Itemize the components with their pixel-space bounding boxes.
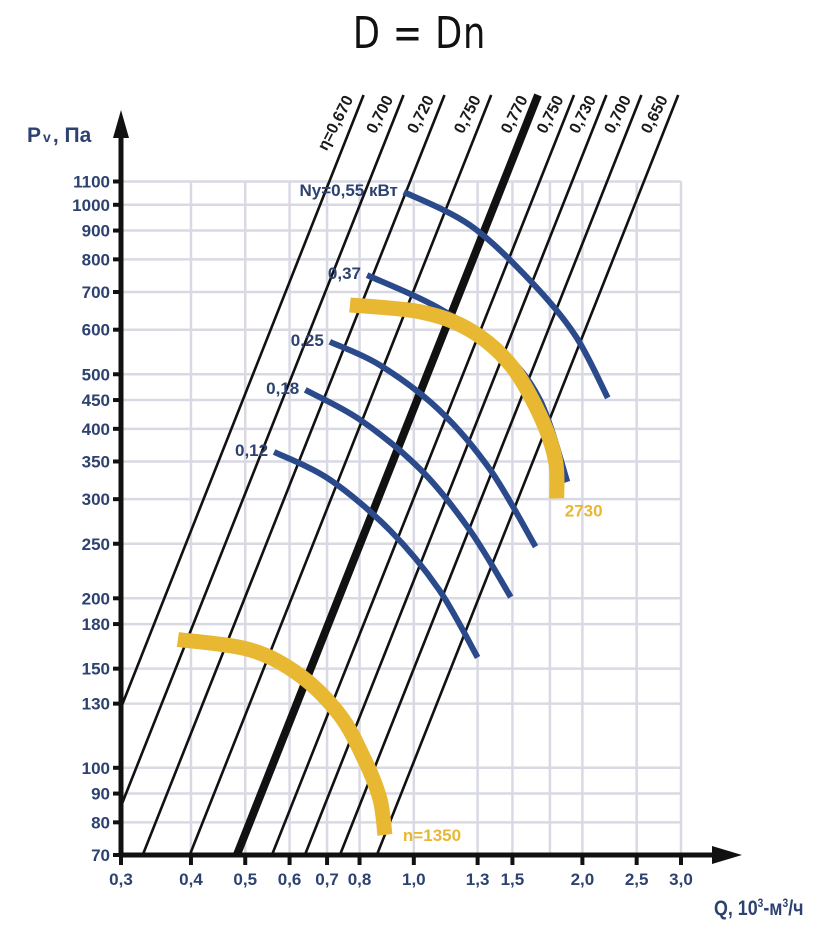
efficiency-label-7: 0,700 (602, 93, 635, 136)
x-tick-label: 0,6 (278, 870, 302, 889)
x-label-sup: 3 (757, 896, 764, 910)
efficiency-line-3 (188, 94, 493, 855)
power-curve-label-3: 0,18 (266, 379, 299, 398)
efficiency-label-3: 0,750 (451, 93, 484, 136)
x-tick-label: 3,0 (669, 870, 693, 889)
speed-curve-0 (349, 297, 565, 499)
power-curve-label-4: 0,12 (235, 441, 268, 460)
y-tick-label: 600 (82, 321, 110, 340)
power-curve-label-0: Ny=0,55 кВт (300, 181, 398, 200)
x-tick-label: 1,0 (402, 870, 426, 889)
power-curve-2 (328, 339, 539, 549)
x-tick-label: 0,8 (348, 870, 372, 889)
y-tick-label: 400 (82, 420, 110, 439)
y-tick-label: 180 (82, 615, 110, 634)
y-tick-label: 150 (82, 660, 110, 679)
y-tick-label: 100 (82, 759, 110, 778)
efficiency-label-8: 0,650 (638, 93, 671, 136)
y-tick-label: 700 (82, 283, 110, 302)
efficiency-line-0 (121, 94, 365, 712)
y-tick-label: 70 (91, 846, 110, 865)
efficiency-line-2 (141, 94, 446, 855)
power-curve-label-2: 0,25 (291, 331, 324, 350)
power-curve-0 (402, 189, 611, 400)
chart-title: D = Dn (352, 8, 487, 59)
efficiency-lines (121, 93, 680, 855)
y-tick-label: 250 (82, 535, 110, 554)
x-tick-label: 0,3 (109, 870, 133, 889)
y-tick-label: 200 (82, 589, 110, 608)
x-label-rest: -м (763, 897, 783, 920)
efficiency-line-1 (121, 94, 405, 810)
x-tick-label: 0,7 (315, 870, 339, 889)
y-label-p: P (27, 124, 42, 147)
speed-curve-1 (176, 632, 393, 836)
speed-curve-label-0: 2730 (565, 501, 603, 520)
y-tick-label: 450 (82, 391, 110, 410)
y-tick-label: 90 (91, 785, 110, 804)
y-tick-label: 500 (82, 365, 110, 384)
efficiency-line-4 (233, 93, 542, 855)
y-label-unit: , Па (52, 124, 92, 147)
y-tick-label: 350 (82, 452, 110, 471)
x-label-sup2: 3 (782, 896, 789, 910)
y-tick-label: 900 (82, 222, 110, 241)
x-axis-arrow (712, 846, 742, 864)
y-label-sub: v (43, 129, 51, 145)
y-tick-label: 800 (82, 250, 110, 269)
y-tick-label: 130 (82, 695, 110, 714)
x-tick-label: 1,3 (466, 870, 490, 889)
x-tick-label: 0,5 (233, 870, 257, 889)
efficiency-label-0: η=0,670 (315, 93, 357, 153)
power-curve-label-1: 0,37 (328, 264, 361, 283)
x-tick-label: 1,5 (501, 870, 525, 889)
power-curve-4 (272, 449, 481, 659)
x-tick-label: 2,0 (571, 870, 595, 889)
power-curve-3 (303, 387, 514, 599)
x-tick-label: 0,4 (179, 870, 203, 889)
y-tick-label: 80 (91, 813, 110, 832)
y-axis-arrow (113, 110, 129, 138)
speed-curve-label-1: n=1350 (403, 826, 461, 845)
y-tick-label: 1100 (73, 172, 110, 191)
x-tick-label: 2,5 (625, 870, 649, 889)
y-tick-label: 1000 (72, 196, 110, 215)
efficiency-line-8 (375, 94, 680, 855)
efficiency-label-1: 0,700 (364, 93, 397, 136)
efficiency-label-2: 0,720 (405, 93, 438, 136)
x-label-main: Q, 10 (714, 897, 758, 920)
y-tick-label: 300 (82, 490, 110, 509)
x-axis-label: Q, 103-м3/ч (714, 896, 804, 921)
x-label-tail: /ч (788, 897, 804, 920)
